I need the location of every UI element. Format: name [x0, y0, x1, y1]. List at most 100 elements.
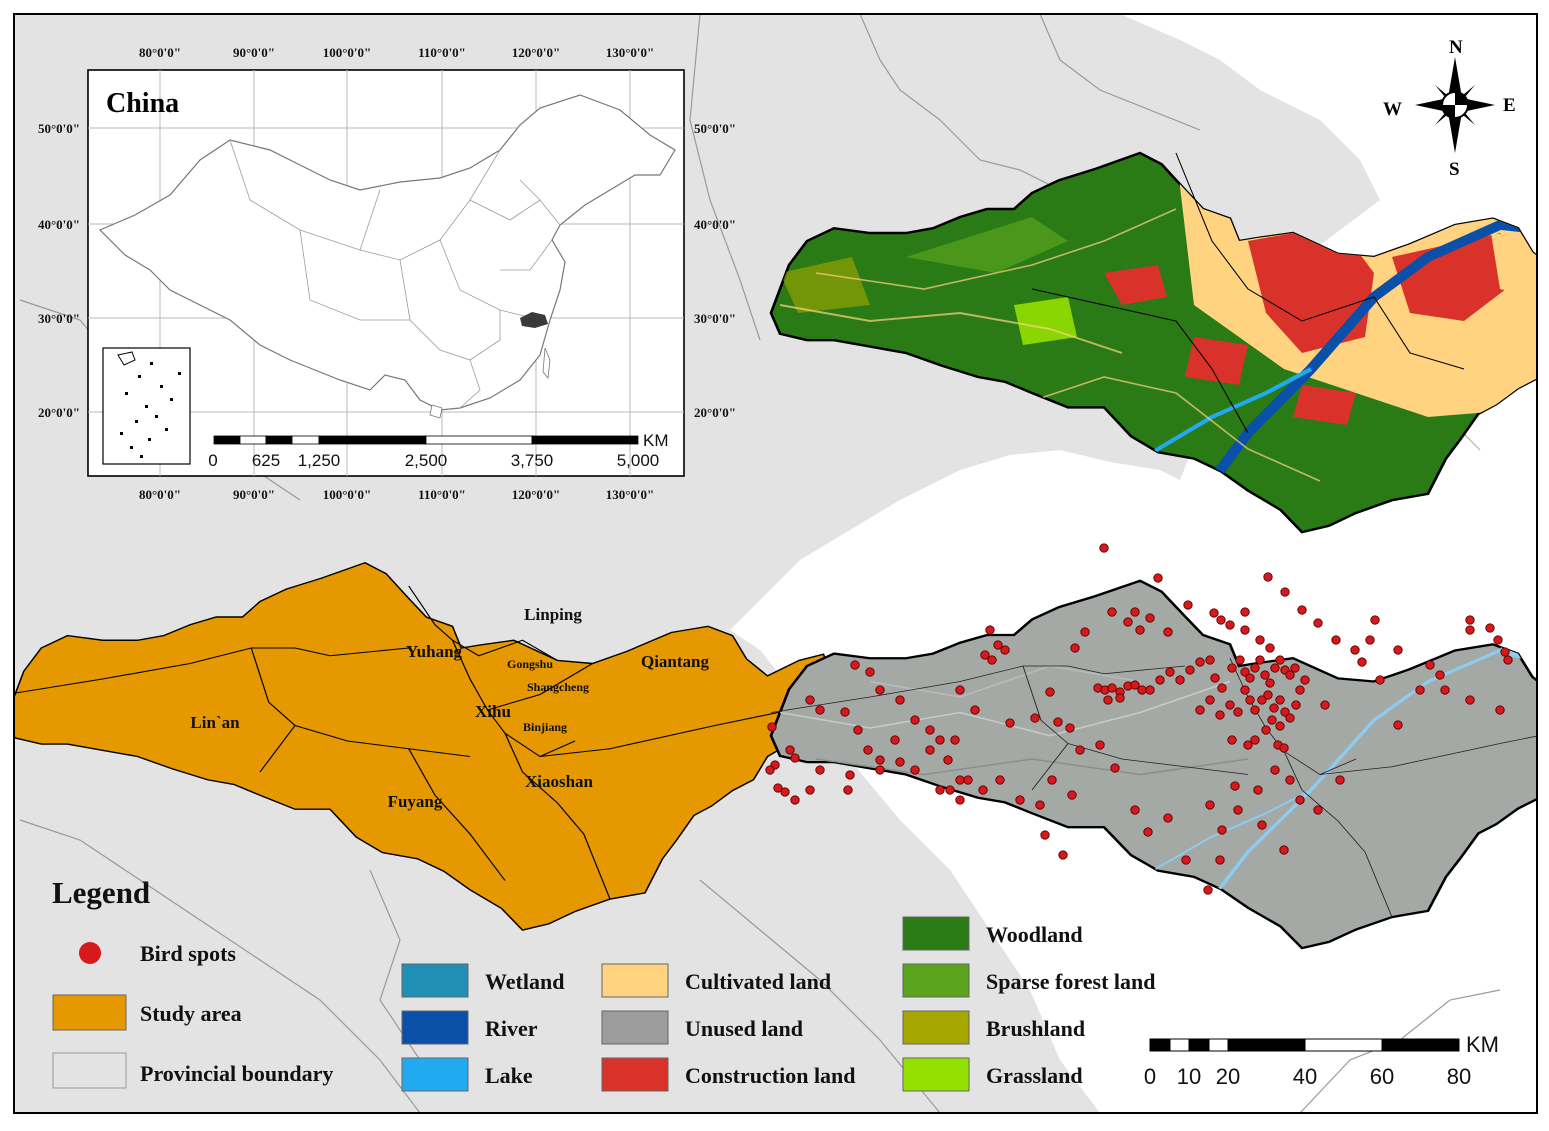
bird-spot-marker	[1270, 765, 1280, 775]
inset-lon-tick-top: 80°0'0"	[139, 45, 181, 60]
bird-spot-marker	[1263, 690, 1273, 700]
bird-spot-marker	[1053, 717, 1063, 727]
bird-spot-marker	[980, 650, 990, 660]
bird-spot-marker	[1195, 657, 1205, 667]
inset-scale-unit: KM	[643, 431, 669, 450]
bird-spot-marker	[1123, 617, 1133, 627]
bird-spot-marker	[1465, 625, 1475, 635]
bird-spot-marker	[1235, 655, 1245, 665]
bird-spot-marker	[895, 757, 905, 767]
bird-spot-marker	[1245, 695, 1255, 705]
bird-spot-marker	[1275, 721, 1285, 731]
bird-spot-marker	[805, 695, 815, 705]
bird-spot-marker	[1183, 600, 1193, 610]
legend-label-brushland: Brushland	[986, 1016, 1085, 1041]
bird-spot-marker	[1165, 667, 1175, 677]
compass-e: E	[1503, 95, 1516, 116]
imagery-texture	[779, 646, 1537, 946]
bird-spot-marker	[1210, 673, 1220, 683]
bird-spot-marker	[1205, 655, 1215, 665]
legend-swatch-lake	[401, 1057, 469, 1092]
bird-spot-marker	[875, 765, 885, 775]
bird-spot-marker	[1465, 615, 1475, 625]
bird-spot-marker	[1240, 685, 1250, 695]
legend: Legend Bird spots Study area Provincial bo…	[52, 875, 1156, 1092]
bird-spot-marker	[1217, 825, 1227, 835]
bird-spot-marker	[1240, 607, 1250, 617]
bird-spot-marker	[1365, 635, 1375, 645]
legend-swatch-sparse	[902, 963, 970, 998]
district-labels: Linping Yuhang Gongshu Shangcheng Qiantang Li…	[190, 605, 709, 811]
bird-spot-marker	[1215, 710, 1225, 720]
bird-spot-marker	[955, 775, 965, 785]
legend-swatch-wetland	[401, 963, 469, 998]
bird-spot-marker	[1275, 655, 1285, 665]
bird-spot-marker	[943, 755, 953, 765]
bird-spot-marker	[785, 745, 795, 755]
bird-spot-marker	[1435, 670, 1445, 680]
inset-lon-tick-bottom: 130°0'0"	[606, 487, 655, 502]
bird-spot-marker	[1250, 735, 1260, 745]
bird-spot-marker	[1263, 572, 1273, 582]
legend-swatch-river	[401, 1010, 469, 1045]
bird-spot-marker	[1143, 827, 1153, 837]
bird-spot-marker	[1297, 605, 1307, 615]
bird-spot-marker	[993, 640, 1003, 650]
bird-spot-marker	[1250, 705, 1260, 715]
bird-spot-marker	[1015, 795, 1025, 805]
inset-lat-tick-left: 30°0'0"	[38, 311, 80, 326]
bird-spot-marker	[950, 735, 960, 745]
bird-spot-marker	[1350, 645, 1360, 655]
bird-spot-marker	[1275, 695, 1285, 705]
china-provinces	[229, 139, 561, 409]
bird-spot-marker	[1265, 643, 1275, 653]
district-label: Linping	[524, 605, 582, 624]
bird-spot-marker	[1285, 713, 1295, 723]
district-label: Xiaoshan	[525, 772, 594, 791]
bird-spot-marker	[1225, 620, 1235, 630]
bird-spot-marker	[1261, 725, 1271, 735]
bird-spot-marker	[1270, 663, 1280, 673]
bird-spot-marker	[1233, 805, 1243, 815]
bird-spot-marker	[863, 745, 873, 755]
bird-spot-marker	[815, 765, 825, 775]
bird-spot-marker	[1067, 790, 1077, 800]
bird-spot-marker	[850, 660, 860, 670]
bird-spot-marker	[1255, 635, 1265, 645]
bird-spot-map	[769, 579, 1537, 950]
scale-label: 40	[1293, 1064, 1317, 1089]
inset-lon-tick-top: 100°0'0"	[323, 45, 372, 60]
bird-spot-marker	[1227, 735, 1237, 745]
bird-spot-marker	[1503, 655, 1513, 665]
bird-spot-marker	[1335, 775, 1345, 785]
bird-spot-marker	[1285, 670, 1295, 680]
bird-spot-marker	[767, 722, 777, 732]
bird-spot-marker	[1267, 715, 1277, 725]
bird-spot-marker	[1233, 707, 1243, 717]
legend-label-grassland: Grassland	[986, 1063, 1083, 1088]
bird-spot-marker	[925, 725, 935, 735]
bird-spot-marker	[1280, 707, 1290, 717]
bird-spot-marker	[1465, 695, 1475, 705]
bird-spot-marker	[1393, 720, 1403, 730]
bird-spot-marker	[1253, 785, 1263, 795]
legend-swatch-cultivated	[601, 963, 669, 998]
bird-spot-marker	[875, 685, 885, 695]
bird-spot-marker	[843, 785, 853, 795]
bird-spot-marker	[1240, 667, 1250, 677]
bird-spot-marker	[1313, 618, 1323, 628]
inset-lat-tick-left: 20°0'0"	[38, 405, 80, 420]
bird-spot-marker	[1035, 800, 1045, 810]
bird-spot-marker	[1040, 830, 1050, 840]
bird-spot-marker	[1216, 615, 1226, 625]
bird-spot-marker	[1209, 608, 1219, 618]
bird-spot-marker	[1269, 703, 1279, 713]
bird-spot-marker	[773, 783, 783, 793]
bird-spot-marker	[1115, 693, 1125, 703]
bird-spot-marker	[805, 785, 815, 795]
bird-spot-marker	[1047, 775, 1057, 785]
bird-spot-marker	[1110, 763, 1120, 773]
inset-lat-tick-right: 30°0'0"	[694, 311, 736, 326]
